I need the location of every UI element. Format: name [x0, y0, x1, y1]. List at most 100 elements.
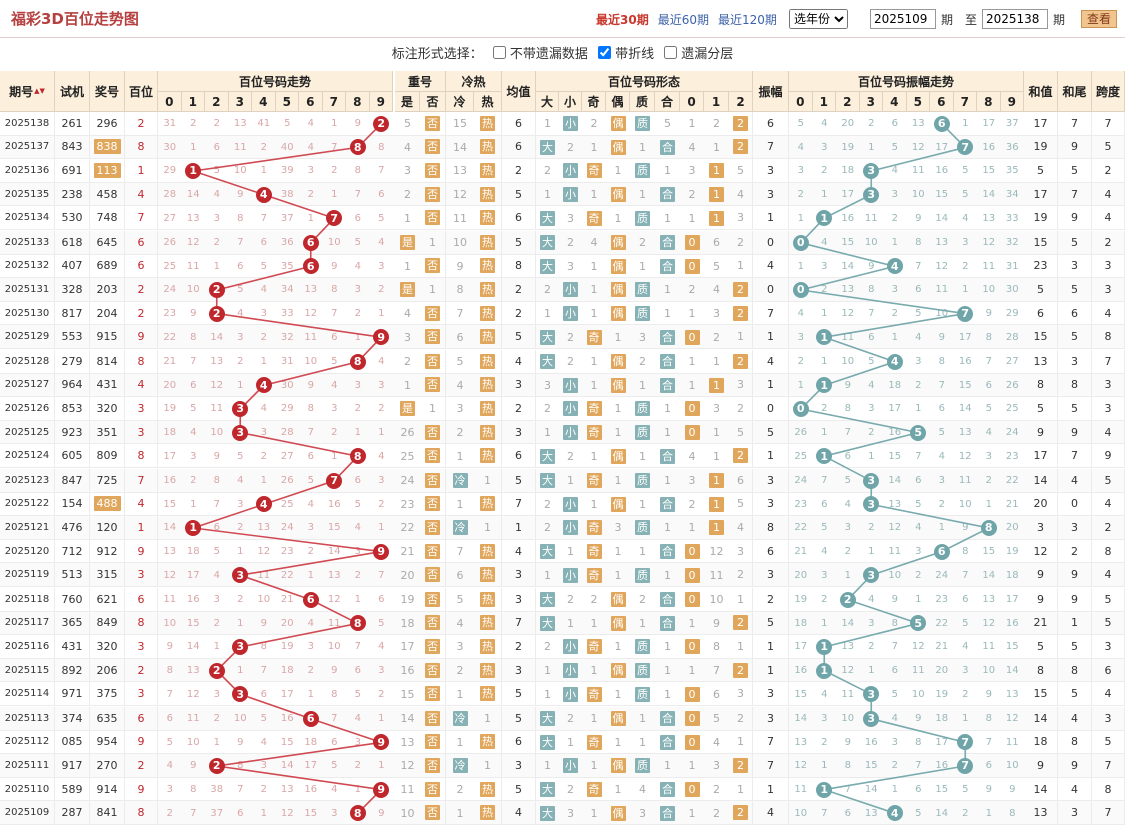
award-cell: 320 [90, 635, 125, 659]
repeat-yes-cell: 2 [404, 188, 411, 202]
route-2-cell: 2 [729, 563, 753, 587]
option-layer[interactable]: 遗漏分层 [664, 46, 733, 62]
trend-miss: 13 [186, 212, 200, 224]
trend-miss: 10 [163, 617, 177, 629]
end-period-input[interactable] [981, 9, 1048, 29]
issue-cell: 2025129 [0, 325, 55, 349]
form-comp-box: 合 [660, 187, 675, 203]
col-sumtail: 和尾 [1058, 71, 1092, 112]
amp-miss: 4 [985, 427, 992, 439]
trend-digit-4: 4 [252, 92, 276, 112]
trend-miss: 9 [354, 118, 361, 130]
hundreds-cell: 9 [125, 539, 158, 564]
form-small-cell: 2 [567, 783, 574, 797]
trend-miss: 4 [378, 356, 385, 368]
amp-miss: 9 [844, 736, 851, 748]
amp-miss: 8 [891, 617, 898, 629]
sumtail-cell: 2 [1058, 539, 1092, 564]
trend-miss: 3 [354, 379, 361, 391]
trend-miss: 2 [378, 403, 385, 415]
amp-cell: 0 [753, 278, 789, 302]
sub-repeat_no: 否 [420, 92, 446, 112]
award-cell: 120 [90, 516, 125, 540]
amp-cell: 3 [753, 563, 789, 587]
nav-recent-30[interactable]: 最近30期 [596, 12, 649, 27]
trial-cell: 923 [55, 420, 90, 445]
form-small-cell: 2 [567, 140, 574, 154]
trend-miss: 11 [257, 569, 271, 581]
amp-ball: 3 [863, 186, 880, 203]
route-box: 1 [709, 496, 724, 512]
amp-miss: 12 [888, 522, 902, 534]
amp-ball: 3 [863, 472, 880, 489]
avg-cell: 5 [502, 682, 536, 706]
form-small-box: 小 [563, 520, 578, 536]
form-comp-cell: 合 [655, 136, 680, 160]
amp-miss: 1 [868, 546, 875, 558]
trend-ball: 2 [205, 278, 229, 302]
issue-cell: 2025128 [0, 350, 55, 374]
repeat-no-box: 否 [425, 258, 440, 274]
route-2-cell: 4 [729, 182, 753, 207]
trend-ball: 1 [182, 159, 206, 183]
amp-miss: 4 [797, 308, 804, 320]
form-small-cell: 1 [567, 474, 574, 488]
span-cell: 7 [1092, 350, 1125, 374]
route-0-cell: 0 [680, 635, 704, 659]
sum-cell: 13 [1024, 350, 1058, 374]
trend-digit-9: 9 [369, 92, 393, 112]
route-box: 2 [733, 115, 748, 131]
trial-cell: 618 [55, 231, 90, 255]
form-small-cell: 小 [559, 682, 582, 706]
start-period-input[interactable] [869, 9, 936, 29]
amp-ball: 4 [886, 258, 903, 275]
cold-cell: 1 [456, 806, 464, 820]
amp-miss: 2 [891, 308, 898, 320]
sort-icon[interactable]: ▲▼ [34, 87, 45, 95]
trend-miss: 8 [260, 641, 267, 653]
col-issue[interactable]: 期号 ▲▼ [0, 71, 55, 112]
amp-miss: 12 [982, 617, 996, 629]
trend-miss: 7 [190, 356, 197, 368]
amp-miss: 23 [935, 594, 949, 606]
amp-miss: 5 [915, 807, 922, 819]
nav-recent-120[interactable]: 最近120期 [718, 12, 777, 27]
trend-miss: 25 [280, 498, 294, 510]
span-cell: 8 [1092, 325, 1125, 349]
trend-miss: 8 [331, 688, 338, 700]
year-select[interactable]: 选年份 [788, 9, 848, 29]
amp-ball: 1 [813, 659, 837, 683]
amp-miss: 15 [935, 189, 949, 201]
amp-cell: 1 [753, 635, 789, 659]
option-line[interactable]: 带折线 [598, 46, 654, 62]
hundreds-cell: 2 [125, 658, 158, 683]
hundreds-cell: 9 [125, 777, 158, 802]
trend-ball: 4 [252, 183, 276, 207]
form-even-cell: 偶 [606, 659, 630, 683]
amp-ball: 3 [860, 493, 884, 517]
trend-miss: 23 [280, 546, 294, 558]
option-no-miss[interactable]: 不带遗漏数据 [492, 46, 588, 62]
amp-miss: 5 [844, 475, 851, 487]
issue-cell: 2025116 [0, 635, 55, 659]
issue-cell: 2025127 [0, 373, 55, 398]
option-line-checkbox[interactable] [598, 46, 612, 59]
form-prime-cell: 1 [639, 545, 646, 559]
amp-miss: 14 [958, 403, 972, 415]
amp-miss: 5 [891, 688, 898, 700]
nav-recent-60[interactable]: 最近60期 [657, 12, 710, 27]
to-label: 至 [964, 12, 977, 27]
trend-miss: 20 [163, 379, 177, 391]
query-button[interactable]: 查看 [1080, 10, 1117, 28]
amp-miss: 8 [915, 237, 922, 249]
trend-digit-2: 2 [205, 92, 229, 112]
amp-miss: 9 [938, 331, 945, 343]
option-no-miss-checkbox[interactable] [492, 46, 506, 59]
amp-miss: 15 [935, 784, 949, 796]
form-small-box: 小 [563, 282, 578, 298]
trend-miss: 9 [190, 308, 197, 320]
option-layer-checkbox[interactable] [664, 46, 678, 59]
form-comp-cell: 合 [655, 183, 680, 207]
amp-miss: 4 [915, 331, 922, 343]
trend-miss: 19 [280, 641, 294, 653]
